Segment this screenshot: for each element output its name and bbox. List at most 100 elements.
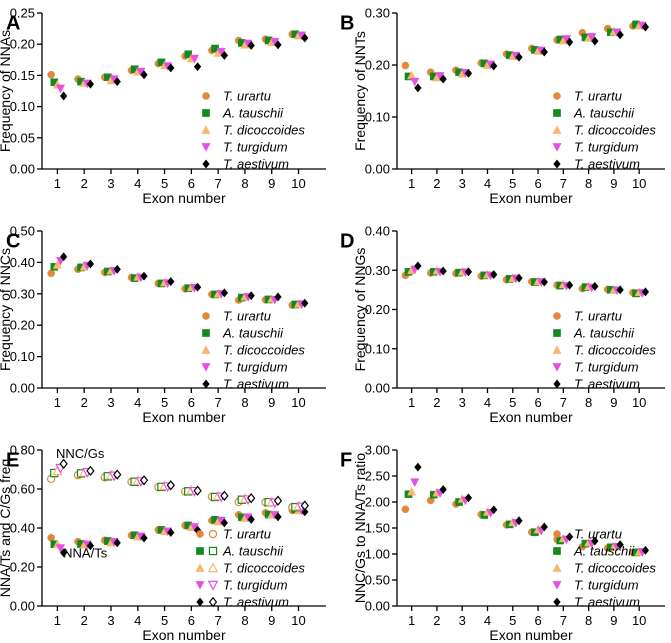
legend-label: T. urartu xyxy=(223,527,271,542)
x-axis-label: Exon number xyxy=(142,627,226,643)
x-tick-label: 8 xyxy=(585,176,592,191)
y-tick-label: 0.10 xyxy=(365,341,390,356)
x-tick-label: 1 xyxy=(408,176,415,191)
data-point-5 xyxy=(439,74,447,84)
series-points xyxy=(401,261,650,298)
legend-label: T. urartu xyxy=(223,309,271,324)
legend-marker xyxy=(553,312,561,320)
y-tick-label: 1.50 xyxy=(365,521,390,536)
legend: T. urartu A. tauschii T. dicoccoides T. tur… xyxy=(552,89,656,172)
y-tick-label: 0.00 xyxy=(365,599,390,614)
data-point-5 xyxy=(274,512,282,522)
x-tick-label: 10 xyxy=(291,176,305,191)
legend-marker-hollow xyxy=(207,562,219,573)
data-point-5 xyxy=(490,61,498,71)
legend-label: A. tauschii xyxy=(222,544,284,559)
legend-marker xyxy=(196,597,204,607)
data-point-1 xyxy=(401,505,410,514)
panel-label: D xyxy=(340,231,354,253)
data-point-2 xyxy=(184,50,193,58)
y-tick-label: 0.15 xyxy=(10,68,35,83)
y-tick-label: 0.10 xyxy=(365,110,390,125)
data-point-5 xyxy=(464,68,473,78)
x-tick-label: 3 xyxy=(107,613,114,628)
x-axis-label: Exon number xyxy=(489,409,573,425)
legend-marker-hollow xyxy=(208,546,218,556)
data-point-5 xyxy=(247,40,255,50)
data-point-5 xyxy=(641,22,650,32)
data-point-5 xyxy=(139,475,149,486)
x-tick-label: 7 xyxy=(215,613,222,628)
data-point-3 xyxy=(52,260,62,269)
y-tick-label: 1.00 xyxy=(365,547,390,562)
legend-marker xyxy=(202,92,210,100)
legend-marker xyxy=(552,345,562,354)
y-tick-label: 0.00 xyxy=(365,162,390,177)
x-axis-label: Exon number xyxy=(489,190,573,206)
panel-label: B xyxy=(340,13,354,35)
x-tick-label: 8 xyxy=(585,395,592,410)
data-point-5 xyxy=(247,291,255,301)
data-point-4 xyxy=(216,47,226,57)
data-point-4 xyxy=(189,54,200,64)
data-point-5 xyxy=(193,282,202,292)
legend-marker xyxy=(201,345,211,354)
x-tick-label: 5 xyxy=(509,395,516,410)
x-tick-label: 4 xyxy=(134,613,141,628)
data-point-5 xyxy=(86,79,95,89)
x-tick-label: 6 xyxy=(534,395,541,410)
legend-label: T. dicoccoides xyxy=(574,123,656,138)
data-point-5 xyxy=(591,281,599,291)
legend-label: T. aestivum xyxy=(223,377,289,392)
legend-marker xyxy=(202,109,210,117)
legend-marker xyxy=(201,143,211,152)
legend: T. urartu A. tauschii T. dicoccoides T. tur… xyxy=(201,89,305,172)
x-tick-label: 6 xyxy=(188,613,195,628)
legend-marker xyxy=(196,547,204,555)
y-axis-label: NNC/Gs to NNA/Ts ratio xyxy=(352,453,368,603)
legend-marker xyxy=(202,379,210,389)
x-tick-label: 6 xyxy=(534,176,541,191)
data-point-5 xyxy=(414,83,422,93)
x-tick-label: 10 xyxy=(632,176,646,191)
panel-label: E xyxy=(6,450,19,472)
panel-label: C xyxy=(6,231,20,253)
x-tick-label: 1 xyxy=(54,176,61,191)
legend-marker xyxy=(552,363,562,372)
legend-label: T. urartu xyxy=(574,309,622,324)
x-tick-label: 6 xyxy=(534,613,541,628)
legend-label: T. aestivum xyxy=(574,157,640,172)
legend-label: T. turgidum xyxy=(574,140,639,155)
legend-label: T. turgidum xyxy=(223,360,288,375)
legend-label: T. aestivum xyxy=(223,157,289,172)
y-tick-label: 0.30 xyxy=(10,286,35,301)
y-axis-label: Frequency of NNGs xyxy=(352,248,368,372)
legend-marker xyxy=(553,530,561,538)
data-point-5 xyxy=(616,540,624,550)
annotation-nnats: NNA/Ts xyxy=(63,545,108,560)
data-point-5 xyxy=(220,288,229,298)
data-point-5 xyxy=(86,259,95,269)
data-point-5 xyxy=(301,33,309,43)
legend-marker xyxy=(553,597,561,607)
legend-marker xyxy=(552,143,562,152)
data-point-5 xyxy=(59,252,68,262)
data-point-5 xyxy=(193,485,202,496)
panel-b: B 0.00 0.10 0.20 0.30 1 2 3 4 5 6 7 8 9 10 Exon number F… xyxy=(340,6,665,206)
data-point-5 xyxy=(414,261,422,271)
data-point-5 xyxy=(540,277,548,287)
data-point-5 xyxy=(414,462,422,472)
y-tick-label: 0.50 xyxy=(365,573,390,588)
series-points xyxy=(46,458,309,558)
data-point-5 xyxy=(515,516,523,526)
x-tick-label: 5 xyxy=(509,176,516,191)
legend-marker xyxy=(553,92,561,100)
data-point-5 xyxy=(167,527,175,538)
data-point-5 xyxy=(301,298,309,308)
data-point-5 xyxy=(220,50,229,60)
data-point-4 xyxy=(410,478,420,488)
data-point-5 xyxy=(166,480,175,491)
x-tick-label: 8 xyxy=(241,395,248,410)
legend-label: A. tauschii xyxy=(573,544,635,559)
data-point-5 xyxy=(113,538,121,548)
